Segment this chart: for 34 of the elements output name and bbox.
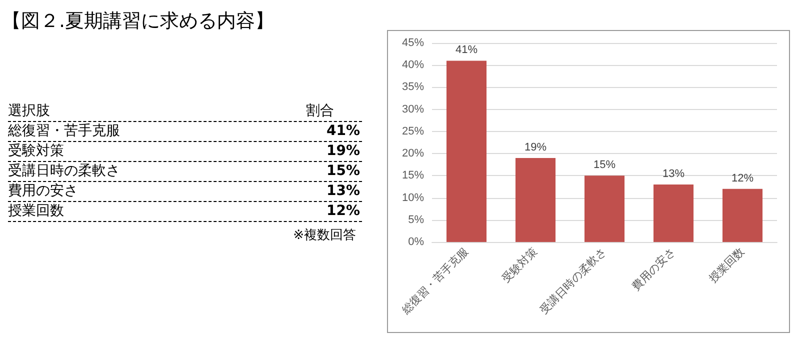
text: 19% [326,143,360,159]
category-label: 受講日時の柔軟さ [8,163,120,179]
y-tick-label: 45% [402,37,424,49]
category-label: 費用の安さ [8,183,78,199]
data-label: 13% [662,168,685,180]
text: ※複数回答 [292,227,356,244]
category-label: 授業回数 [8,203,64,219]
y-tick-label: 5% [408,214,424,226]
y-tick-label: 40% [402,59,424,72]
y-tick-label: 0% [408,236,424,248]
text: 13% [326,183,360,199]
y-tick-label: 10% [402,192,424,204]
x-tick-label: 総復習・苦手克服 [398,245,471,318]
y-tick-label: 25% [402,125,424,138]
data-label: 15% [593,159,616,172]
y-tick-label: 15% [402,170,424,182]
x-tick-label: 受験対策 [499,245,540,286]
category-label: 総復習・苦手克服 [8,123,120,139]
data-label: 41% [455,44,478,56]
y-tick-label: 30% [402,103,424,116]
data-label: 12% [731,172,754,184]
data-label: 19% [524,141,547,154]
y-tick-label: 20% [402,148,424,160]
x-tick-label: 費用の安さ [630,245,678,294]
text: 割合 [306,102,335,121]
text: 41% [326,123,360,139]
text: 15% [326,163,360,179]
text: 選択肢 [8,102,50,121]
text: 【図２.夏期講習に求める内容】 [2,9,274,34]
x-tick-label: 受講日時の柔軟さ [537,245,609,316]
y-tick-label: 35% [402,81,424,94]
category-label: 受験対策 [8,143,64,159]
text: 12% [326,203,360,219]
x-tick-label: 授業回数 [707,246,747,286]
